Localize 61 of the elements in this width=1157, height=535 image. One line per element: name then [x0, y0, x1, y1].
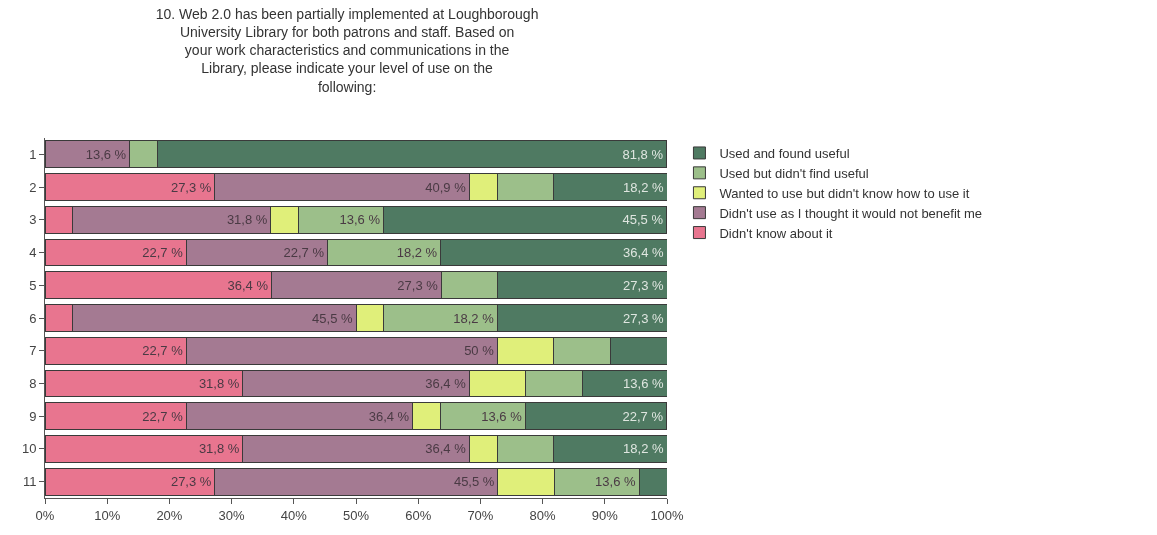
data-label: 45,5 % — [453, 474, 495, 490]
legend-label: Didn't use as I thought it would not benefit me — [719, 205, 983, 221]
data-label: 50 % — [464, 343, 495, 359]
chart-title: 10. Web 2.0 has been partially implemented at Loughborough University Library for both patrons and staff. Based on your work characteristics and communications in the Library, please indicate your level of use on the following: — [155, 5, 539, 95]
x-tick-label: 0% — [35, 507, 55, 523]
data-label: 27,3 % — [623, 310, 664, 326]
data-label: 27,3 % — [170, 179, 212, 195]
x-tick-label: 20% — [156, 507, 183, 523]
data-label: 31,8 % — [198, 375, 240, 391]
data-label: 45,5 % — [312, 310, 353, 326]
data-label: 13,6 % — [623, 375, 664, 391]
x-tick-label: 10% — [94, 507, 121, 523]
data-label: 22,7 % — [622, 408, 664, 424]
data-label: 45,5 % — [622, 212, 664, 228]
y-tick-label: 11 — [22, 474, 37, 490]
data-label: 81,8 % — [622, 146, 664, 162]
x-tick-label: 50% — [342, 507, 370, 523]
data-label: 36,4 % — [623, 245, 664, 261]
x-tick-label: 30% — [218, 507, 246, 523]
data-label: 18,2 % — [453, 310, 495, 326]
legend-label: Didn't know about it — [719, 225, 833, 241]
data-label: 27,3 % — [170, 474, 212, 490]
data-label: 22,7 % — [142, 245, 184, 261]
data-label: 36,4 % — [368, 408, 410, 424]
data-label: 31,8 % — [226, 212, 268, 228]
y-tick-label: 9 — [29, 408, 37, 424]
data-label: 22,7 % — [142, 408, 184, 424]
y-tick-label: 3 — [29, 212, 37, 228]
data-label: 27,3 % — [623, 277, 664, 293]
data-label: 40,9 % — [425, 179, 467, 195]
data-label: 13,6 % — [85, 146, 127, 162]
data-label: 31,8 % — [198, 441, 240, 457]
data-label: 36,4 % — [227, 277, 269, 293]
legend-label: Wanted to use but didn't know how to use it — [719, 185, 970, 201]
x-tick-label: 70% — [467, 507, 494, 523]
x-tick-label: 40% — [280, 507, 308, 523]
data-label: 13,6 % — [339, 212, 381, 228]
y-tick-label: 1 — [29, 146, 37, 162]
x-tick-label: 90% — [591, 507, 619, 523]
data-label: 18,2 % — [623, 441, 664, 457]
y-tick-label: 8 — [29, 376, 37, 391]
data-label: 27,3 % — [397, 277, 439, 293]
legend-label: Used and found useful — [719, 146, 850, 162]
x-tick-label: 100% — [650, 507, 685, 523]
y-tick-label: 10 — [21, 441, 37, 457]
data-label: 22,7 % — [283, 245, 325, 261]
y-tick-label: 7 — [29, 343, 37, 359]
data-label: 18,2 % — [396, 245, 438, 261]
data-label: 18,2 % — [623, 179, 664, 195]
y-tick-label: 2 — [29, 179, 37, 195]
data-label: 22,7 % — [142, 343, 184, 359]
y-tick-label: 6 — [29, 310, 37, 326]
data-label: 36,4 % — [425, 375, 467, 391]
x-tick-label: 60% — [405, 507, 432, 523]
data-label: 13,6 % — [595, 474, 637, 490]
y-tick-label: 5 — [29, 277, 37, 293]
y-tick-label: 4 — [29, 245, 37, 261]
x-tick-label: 80% — [529, 507, 557, 523]
legend-label: Used but didn't find useful — [719, 165, 869, 181]
data-label: 13,6 % — [481, 408, 523, 424]
data-label: 36,4 % — [425, 441, 467, 457]
